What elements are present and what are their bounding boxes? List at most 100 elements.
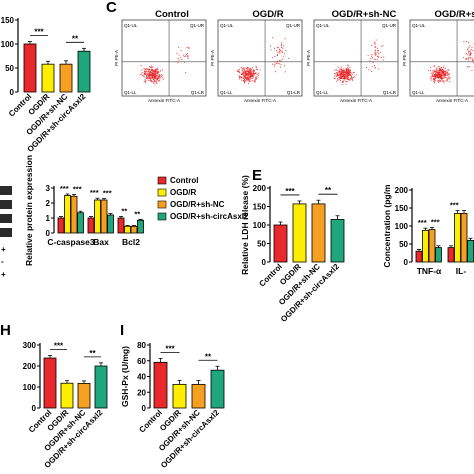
flow-event-dot xyxy=(278,62,280,64)
e-y-axis-label: Relative LDH release (%) xyxy=(240,175,250,275)
flow-event-dot xyxy=(273,47,276,49)
flow-event-dot xyxy=(376,47,378,49)
flow-event-dot xyxy=(449,78,451,80)
flow-event-dot xyxy=(375,39,377,41)
flow-event-dot xyxy=(148,79,150,82)
flow-event-dot xyxy=(239,78,241,80)
flow-event-dot xyxy=(283,45,285,47)
flow-event-dot xyxy=(142,75,145,77)
flow-plot-frame xyxy=(313,19,399,97)
flow-event-dot xyxy=(468,41,470,43)
chart-a: 050100150ControlOGD/ROGD/R+sh-NCOGD/R+sh… xyxy=(1,16,91,154)
flow-event-dot xyxy=(244,74,246,76)
e-3-bar xyxy=(330,219,345,263)
flow-event-dot xyxy=(339,73,341,76)
flow-event-dot xyxy=(288,57,290,59)
a-2-bar xyxy=(59,63,73,93)
flow-event-dot xyxy=(434,70,436,73)
flow-event-dot xyxy=(439,68,441,70)
flow-event-dot xyxy=(159,70,162,72)
flow-event-dot xyxy=(243,71,245,73)
d-x-tick-label: C-caspase3 xyxy=(47,237,95,247)
flow-event-dot xyxy=(158,70,160,73)
flow-event-dot xyxy=(276,54,279,56)
flow-event-dot xyxy=(275,62,277,64)
flow-event-dot xyxy=(248,67,250,69)
flow-event-dot xyxy=(274,63,276,66)
flow-event-dot xyxy=(430,78,432,80)
flow-event-dot xyxy=(147,76,149,78)
flow-event-dot xyxy=(152,82,154,84)
flow-event-dot xyxy=(252,80,254,82)
flow-event-dot xyxy=(152,77,154,79)
flow-event-dot xyxy=(434,74,436,76)
f-1-3-bar xyxy=(467,239,474,263)
flow-y-axis-label: PI PE-A xyxy=(306,50,311,66)
panel-letter-c: C xyxy=(106,0,117,16)
f-1-2-bar xyxy=(460,212,468,263)
flow-event-dot xyxy=(437,65,439,68)
flow-event-dot xyxy=(469,57,471,59)
h-y-tick-label: 300 xyxy=(23,341,37,350)
flow-event-dot xyxy=(251,74,253,76)
flow-event-dot xyxy=(151,67,153,69)
flow-event-dot xyxy=(346,81,348,83)
flow-event-dot xyxy=(155,71,157,73)
flow-event-dot xyxy=(438,68,440,70)
flow-event-dot xyxy=(244,71,246,73)
flow-event-dot xyxy=(284,71,286,73)
flow-event-dot xyxy=(160,76,162,78)
flow-event-dot xyxy=(255,67,257,69)
flow-event-dot xyxy=(154,70,156,72)
flow-event-dot xyxy=(178,46,180,48)
flow-quadrant-lr: Q1-LR xyxy=(383,90,397,95)
flow-event-dot xyxy=(280,44,283,46)
d-2-3-bar xyxy=(137,219,144,234)
flow-event-dot xyxy=(151,71,153,73)
flow-event-dot xyxy=(345,67,347,69)
flow-event-dot xyxy=(284,65,286,67)
flow-x-axis-label: Annexin FITC-A xyxy=(340,98,372,103)
flow-event-dot xyxy=(157,70,159,72)
flow-event-dot xyxy=(433,82,436,84)
flow-quadrant-ll: Q1-LL xyxy=(220,90,233,95)
flow-event-dot xyxy=(439,77,441,79)
flow-quadrant-lr: Q1-LR xyxy=(287,90,301,95)
flow-event-dot xyxy=(447,74,449,76)
flow-event-dot xyxy=(469,55,471,57)
flow-event-dot xyxy=(465,58,467,61)
d-0-3-bar xyxy=(77,212,84,234)
flow-event-dot xyxy=(346,74,348,76)
d-sig-label: *** xyxy=(103,189,112,198)
flow-event-dot xyxy=(152,73,154,75)
flow-event-dot xyxy=(340,66,342,68)
flow-event-dot xyxy=(439,69,442,71)
flow-event-dot xyxy=(183,54,185,56)
flow-event-dot xyxy=(158,71,160,73)
flow-event-dot xyxy=(272,57,274,59)
flow-event-dot xyxy=(371,65,373,67)
d-y-axis-label: Relative protein expression xyxy=(24,155,34,266)
flow-event-dot xyxy=(437,71,439,73)
flow-event-dot xyxy=(351,77,353,79)
flow-event-dot xyxy=(140,73,143,75)
i-2-bar xyxy=(191,383,206,409)
a-y-tick-label: 150 xyxy=(1,16,15,25)
flow-event-dot xyxy=(346,77,348,79)
flow-event-dot xyxy=(344,73,347,75)
flow-event-dot xyxy=(378,56,380,58)
flow-event-dot xyxy=(245,72,247,74)
flow-event-dot xyxy=(467,52,470,54)
flow-event-dot xyxy=(157,68,159,70)
western-blot-band xyxy=(0,228,12,237)
flow-event-dot xyxy=(437,77,439,79)
flow-event-dot xyxy=(282,47,284,49)
flow-event-dot xyxy=(157,79,159,81)
flow-event-dot xyxy=(442,68,444,70)
flow-event-dot xyxy=(468,47,470,49)
flow-event-dot xyxy=(253,81,255,83)
flow-event-dot xyxy=(153,72,155,74)
flow-event-dot xyxy=(146,77,148,79)
